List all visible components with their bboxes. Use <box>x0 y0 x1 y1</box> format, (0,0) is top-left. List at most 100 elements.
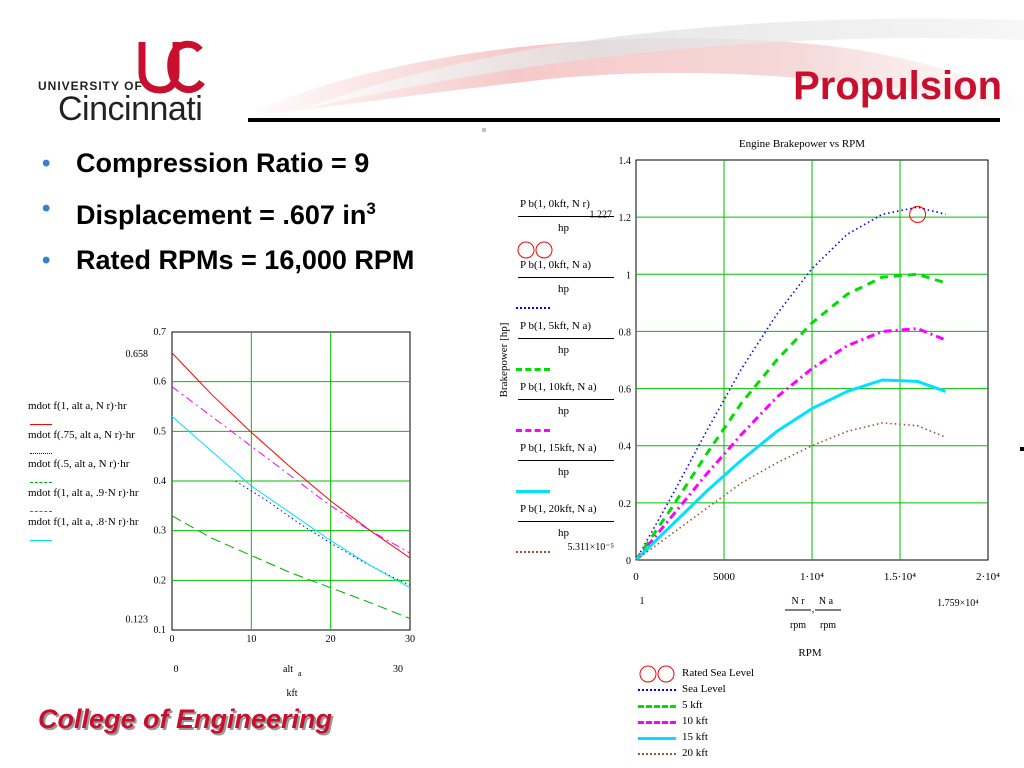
series-line <box>171 515 411 620</box>
x-tick-label: 0 <box>170 634 175 645</box>
fn-numerator: P b(1, 10kft, N a) <box>520 381 597 393</box>
legend-circle-swatch <box>638 664 678 687</box>
fn-denominator: hp <box>558 466 569 478</box>
legend-swatch <box>30 453 52 454</box>
fn-denominator: hp <box>558 222 569 234</box>
university-logo: UNIVERSITY OF Cincinnati <box>38 38 218 128</box>
x-tick-label: 20 <box>326 634 336 645</box>
x-axis-den1: rpm <box>790 620 806 631</box>
x-tick-label: 10 <box>246 634 256 645</box>
legend-label: 15 kft <box>682 731 708 743</box>
y-tick-label: 0.3 <box>154 526 167 537</box>
x-axis-units: kft <box>286 688 297 699</box>
legend-swatch <box>30 424 52 425</box>
legend-label: mdot f(1, alt a, .8·N r)·hr <box>28 516 139 528</box>
header-divider <box>248 118 1000 122</box>
series-line <box>235 480 411 586</box>
series-line <box>635 206 946 561</box>
legend-label: Rated Sea Level <box>682 667 755 679</box>
series-line <box>171 352 411 559</box>
y-tick-label: 1.4 <box>619 156 632 167</box>
fn-bar <box>518 460 614 461</box>
bullet-icon: • <box>42 247 51 274</box>
fn-bar <box>518 521 614 522</box>
y-tick-label: 0 <box>626 556 631 567</box>
fn-numerator: P b(1, 5kft, N a) <box>520 320 592 332</box>
legend-swatch <box>516 490 550 493</box>
x-tick-label: 5000 <box>713 571 736 583</box>
fn-denominator: hp <box>558 527 569 539</box>
y-min-label: 0.123 <box>126 615 149 626</box>
x-axis-den2: rpm <box>820 620 836 631</box>
divider-dot <box>482 128 486 132</box>
bullet-icon: • <box>42 195 51 222</box>
bullet-item: • Rated RPMs = 16,000 RPM <box>40 245 460 276</box>
series-line <box>635 422 946 561</box>
legend-label: mdot f(.5, alt a, N r)·hr <box>28 458 130 470</box>
fn-numerator: P b(1, 0kft, N r) <box>520 198 590 210</box>
x-axis-label: alt <box>283 664 293 675</box>
x-min-label: 1 <box>640 596 645 607</box>
series-line <box>634 327 947 561</box>
series-line <box>171 416 411 589</box>
y-max-label: 1.227 <box>590 209 613 220</box>
slide-dot <box>1020 447 1024 451</box>
y-min-label: 5.311×10⁻⁵ <box>567 542 614 553</box>
x-tick-label: 1·10⁴ <box>800 571 824 583</box>
legend-label: mdot f(1, alt a, .9·N r)·hr <box>28 487 139 499</box>
legend-swatch <box>638 705 676 708</box>
y-tick-label: 0.8 <box>619 327 632 338</box>
x-max-label: 1.759×10⁴ <box>937 598 979 609</box>
fn-numerator: P b(1, 15kft, N a) <box>520 442 597 454</box>
legend-swatch <box>638 689 676 691</box>
chart-title: Engine Brakepower vs RPM <box>739 138 865 150</box>
legend-swatch <box>638 753 676 755</box>
x-axis-sep: , <box>812 604 815 615</box>
uc-mark-icon <box>138 40 205 94</box>
x-tick-label: 2·10⁴ <box>976 571 1000 583</box>
legend-label: 20 kft <box>682 747 708 759</box>
logo-line1: UNIVERSITY OF <box>38 79 143 93</box>
legend-label: 10 kft <box>682 715 708 727</box>
legend-swatch <box>516 368 550 371</box>
legend-swatch <box>638 721 676 724</box>
logo-line2: Cincinnati <box>58 90 203 128</box>
rated-point <box>909 205 927 223</box>
y-tick-label: 0.1 <box>154 625 167 636</box>
fn-bar <box>518 277 614 278</box>
fn-denominator: hp <box>558 405 569 417</box>
footer-text: College of Engineering <box>38 704 333 734</box>
legend-swatch <box>30 540 52 541</box>
y-tick-label: 1 <box>626 270 631 281</box>
bullet-item: • Compression Ratio = 9 <box>40 148 460 179</box>
y-tick-label: 0.4 <box>154 476 167 487</box>
fn-bar <box>518 216 614 217</box>
bullet-sup: 3 <box>366 199 376 218</box>
bullet-item: • Displacement = .607 in3 <box>40 193 460 231</box>
x-axis-label: RPM <box>798 647 821 659</box>
series-line <box>634 378 947 562</box>
fn-denominator: hp <box>558 344 569 356</box>
fn-bar <box>518 338 614 339</box>
legend-label: mdot f(1, alt a, N r)·hr <box>28 400 127 412</box>
y-tick-label: 0.4 <box>619 442 632 453</box>
legend-swatch <box>30 482 52 483</box>
legend-swatch <box>516 429 550 432</box>
fuel-flow-legend: mdot f(1, alt a, N r)·hr mdot f(.75, alt … <box>28 400 178 550</box>
y-tick-label: 0.7 <box>154 327 167 338</box>
legend-label: 5 kft <box>682 699 703 711</box>
x-max-label: 30 <box>393 664 403 675</box>
legend-circle-swatch <box>516 240 556 265</box>
series-line <box>634 272 947 561</box>
bullet-icon: • <box>42 150 51 177</box>
bullet-list: • Compression Ratio = 9 • Displacement = .… <box>40 148 460 290</box>
y-axis-label: Brakepower [hp] <box>498 323 510 398</box>
fn-numerator: P b(1, 20kft, N a) <box>520 503 597 515</box>
legend-swatch <box>516 307 550 309</box>
x-tick-label: 30 <box>405 634 415 645</box>
fn-bar <box>518 399 614 400</box>
series-line <box>171 386 411 554</box>
legend-swatch <box>30 511 52 512</box>
y-tick-label: 0.2 <box>619 499 632 510</box>
fn-denominator: hp <box>558 283 569 295</box>
